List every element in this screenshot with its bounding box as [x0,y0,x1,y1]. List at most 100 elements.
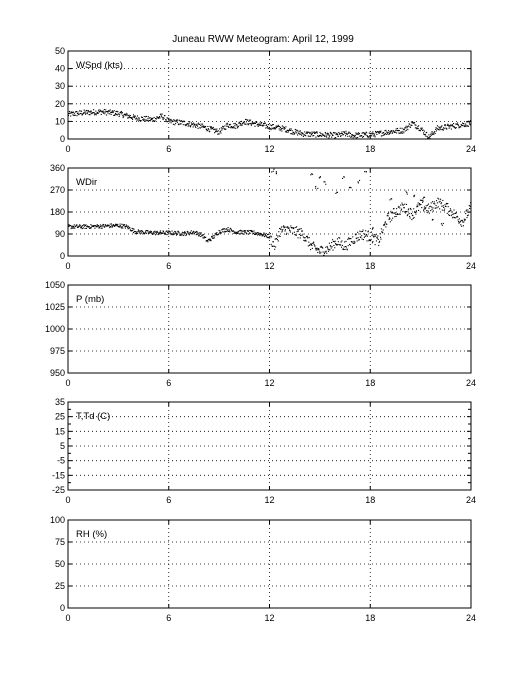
data-point [389,218,391,220]
data-point [340,134,342,137]
data-point [154,120,156,122]
data-point [470,119,472,122]
data-point [110,225,112,227]
data-point [444,125,446,127]
data-point [92,225,94,227]
data-point [286,226,288,228]
y-tick-label: 25 [55,412,65,422]
data-point [284,127,286,129]
data-point [163,117,165,119]
data-point [436,128,438,130]
y-tick-label: -5 [57,456,65,466]
data-point [454,217,456,219]
data-point [135,231,137,233]
y-tick-label: 180 [50,207,65,217]
data-point [273,128,275,130]
data-point [396,208,398,210]
data-point [305,132,307,135]
data-point [102,112,105,114]
data-point [449,126,451,128]
data-point [162,231,165,233]
data-point [196,123,198,125]
data-point [298,228,300,230]
data-point [442,129,444,131]
data-point [345,240,347,242]
data-point [380,238,382,240]
data-point [289,129,291,132]
data-point [365,134,367,136]
data-point [203,237,205,239]
data-point [402,130,404,132]
data-point [211,235,213,237]
x-tick-label: 0 [65,613,70,623]
data-point [328,137,330,139]
data-point [114,114,116,116]
data-point [343,131,345,133]
data-point [435,130,438,132]
data-point [125,225,127,227]
data-point [325,246,327,248]
data-point [344,135,347,137]
data-point [442,222,444,225]
data-point [294,234,296,236]
data-point [350,136,352,138]
data-point [466,209,468,211]
data-point [434,130,436,133]
data-point [82,225,84,227]
data-point [310,243,313,246]
data-point [114,225,116,227]
data-point [149,120,152,122]
data-point [353,240,355,242]
data-point [210,127,212,129]
data-point [123,225,125,227]
data-point [216,232,218,234]
data-point [460,124,462,126]
data-point [450,128,452,130]
data-point [115,223,117,225]
data-point [101,227,103,229]
data-point [261,121,263,124]
data-point [297,130,299,132]
data-point [362,132,364,134]
data-point [100,225,102,227]
data-point [339,237,341,239]
data-point [357,239,360,241]
data-point [334,132,336,134]
data-point [460,220,462,222]
data-point [97,226,99,228]
data-point [463,218,465,220]
data-point [203,125,205,127]
data-point [343,246,345,248]
data-point [132,116,134,118]
data-point [289,231,291,233]
data-point [382,134,384,136]
data-point [237,231,239,233]
data-point [384,133,386,135]
data-point [199,232,201,234]
data-point [398,132,400,134]
data-point [296,129,298,131]
x-tick-label: 0 [65,495,70,505]
data-point [318,249,320,251]
data-point [68,113,70,115]
data-point [450,209,452,211]
data-point [200,232,202,234]
data-point [404,211,406,213]
data-point [314,247,317,249]
data-point [445,127,447,129]
data-point [246,233,248,235]
data-point [325,250,327,252]
data-point [79,224,81,227]
data-point [441,209,443,211]
data-point [97,109,100,111]
data-point [385,133,387,135]
data-point [283,128,285,130]
data-point [306,132,308,134]
data-point [136,117,138,119]
data-point [460,126,462,128]
data-point [362,230,364,233]
data-point [240,124,242,126]
data-point [438,126,440,128]
data-point [212,235,214,237]
data-point [443,206,445,208]
